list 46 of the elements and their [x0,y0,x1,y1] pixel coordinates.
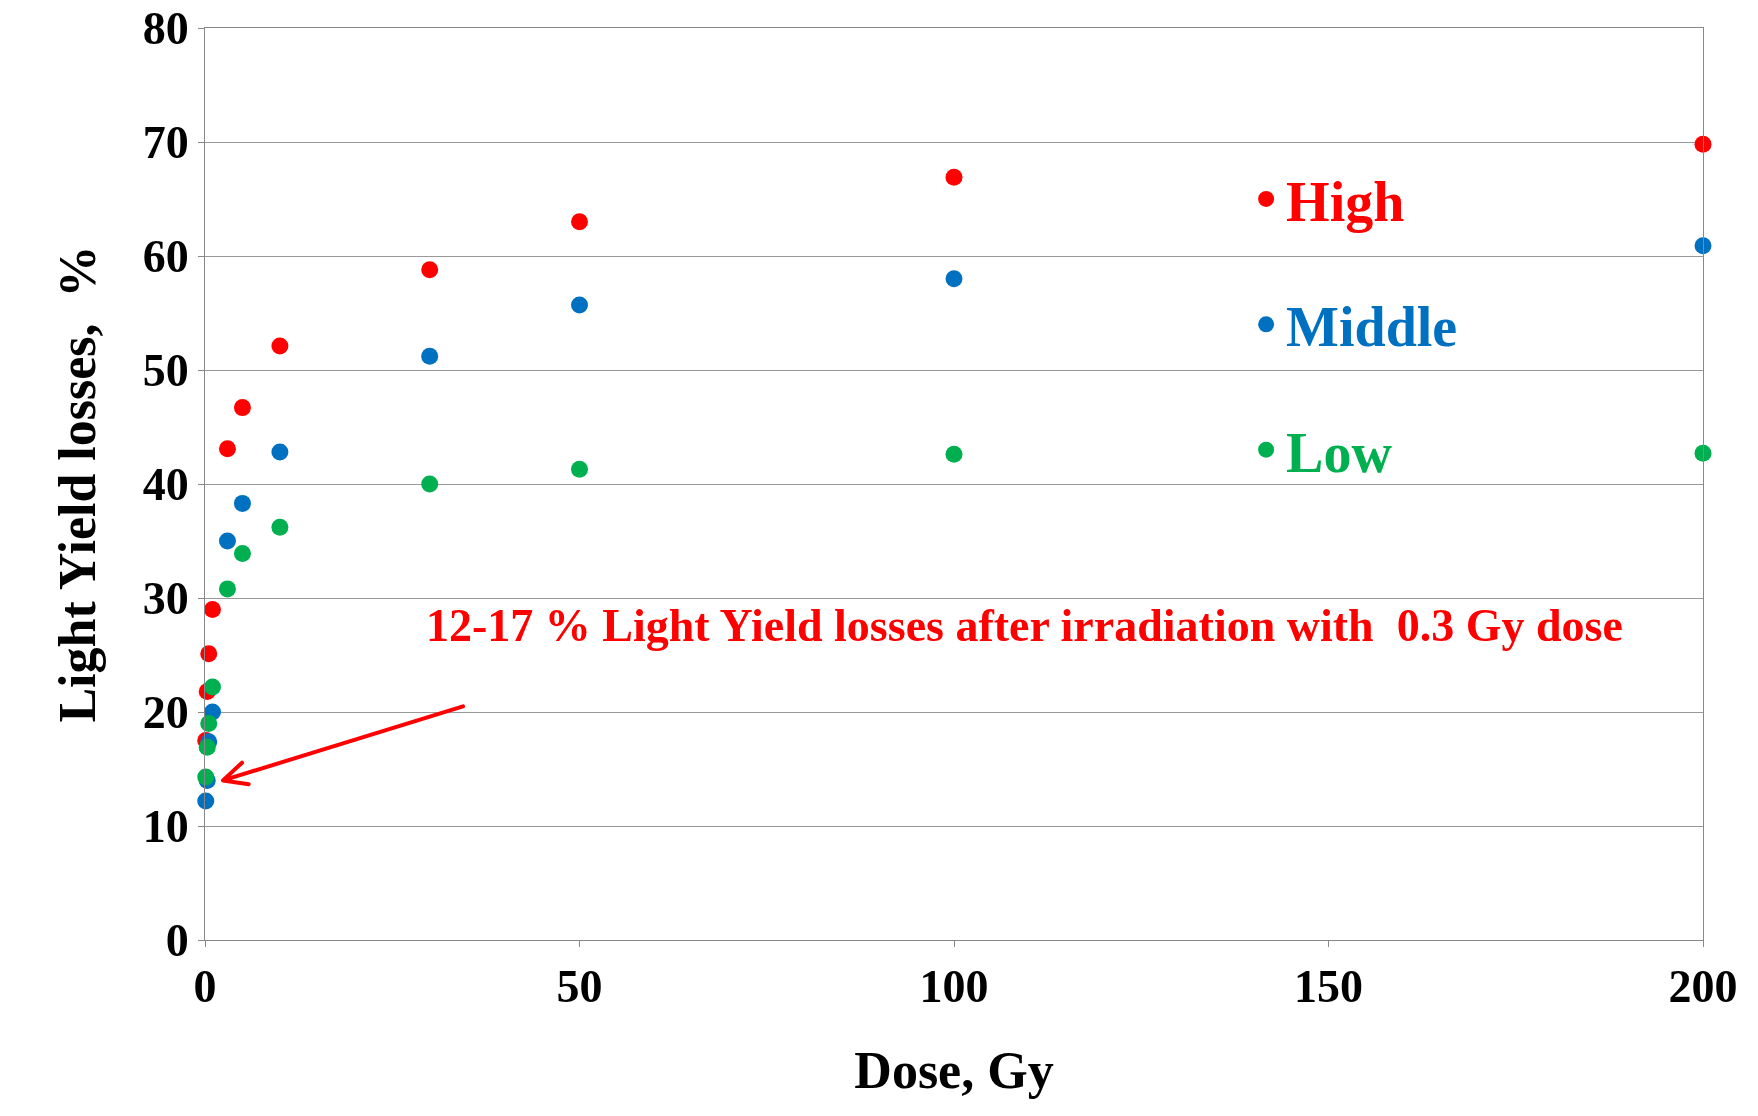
point [421,347,439,365]
annotation: 12-17 % Light Yield losses after irradiation with 0.3 Gy dose [426,600,1623,651]
point [271,443,289,461]
point [421,261,439,279]
y-tick-label: 0 [165,915,189,967]
point [421,475,439,493]
point [233,545,251,563]
legend-label: Low [1286,421,1393,484]
point [1694,444,1712,462]
y-tick-label: 20 [142,687,189,739]
legend-label: High [1286,170,1405,233]
point [218,532,236,550]
point [198,738,216,756]
point [200,714,218,732]
y-tick-label: 30 [142,573,189,625]
point [571,213,588,231]
point [233,494,251,512]
y-tick-label: 10 [142,801,189,853]
y-tick-label: 40 [142,459,189,511]
point [271,518,289,536]
legend-label: Middle [1286,296,1458,359]
point [571,460,588,478]
point [1694,237,1712,255]
point [571,296,588,314]
point [200,645,218,663]
point [1694,135,1712,153]
x-axis-title: Dose, Gy [854,1042,1054,1100]
y-tick-label: 80 [142,3,189,55]
y-tick-label: 70 [142,117,189,169]
x-tick-label: 100 [919,961,989,1013]
y-axis-title: Light Yield losses, % [49,245,107,723]
point [218,580,236,598]
y-tick-label: 60 [142,231,189,283]
point [945,168,963,186]
x-tick-label: 200 [1668,961,1738,1013]
point [218,440,236,458]
point [204,678,221,696]
point [945,445,963,463]
y-tick-label: 50 [142,345,189,397]
point [204,600,221,618]
point [233,399,251,417]
x-tick-label: 50 [556,961,603,1013]
point [945,270,963,288]
point [271,337,289,355]
x-tick-label: 150 [1294,961,1363,1013]
point [197,792,215,810]
